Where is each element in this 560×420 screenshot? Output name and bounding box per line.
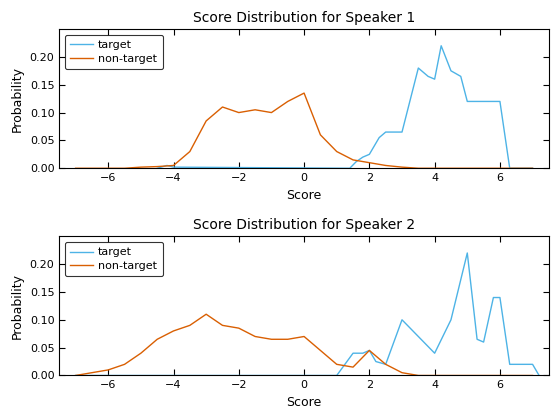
target — [382, 129, 389, 134]
non-target — [366, 160, 373, 165]
non-target — [301, 334, 307, 339]
target — [438, 43, 445, 48]
non-target — [170, 163, 177, 168]
non-target — [252, 107, 259, 112]
Line: target: target — [76, 253, 539, 375]
X-axis label: Score: Score — [287, 189, 321, 202]
target — [415, 66, 422, 71]
non-target — [301, 91, 307, 96]
non-target — [382, 362, 389, 367]
non-target — [121, 362, 128, 367]
target — [529, 362, 536, 367]
target — [376, 135, 382, 140]
non-target — [284, 99, 291, 104]
non-target — [105, 368, 111, 373]
non-target — [415, 166, 422, 171]
non-target — [317, 132, 324, 137]
Y-axis label: Probability: Probability — [11, 66, 24, 131]
target — [480, 99, 487, 104]
target — [431, 76, 438, 81]
non-target — [349, 158, 356, 163]
non-target — [219, 105, 226, 110]
non-target — [349, 365, 356, 370]
target — [399, 129, 405, 134]
non-target — [186, 149, 193, 154]
target — [170, 165, 177, 170]
target — [506, 166, 513, 171]
target — [360, 351, 366, 356]
non-target — [529, 166, 536, 171]
non-target — [121, 166, 128, 171]
non-target — [235, 326, 242, 331]
Legend: target, non-target: target, non-target — [65, 242, 163, 276]
non-target — [138, 165, 144, 170]
non-target — [529, 373, 536, 378]
target — [464, 250, 470, 255]
target — [513, 362, 520, 367]
non-target — [252, 334, 259, 339]
non-target — [268, 337, 275, 342]
non-target — [399, 165, 405, 170]
non-target — [415, 373, 422, 378]
target — [506, 362, 513, 367]
non-target — [186, 323, 193, 328]
target — [480, 339, 487, 344]
non-target — [399, 370, 405, 375]
target — [164, 163, 170, 168]
target — [497, 295, 503, 300]
Line: non-target: non-target — [76, 314, 533, 375]
target — [72, 373, 79, 378]
target — [382, 362, 389, 367]
target — [372, 359, 379, 364]
target — [520, 166, 526, 171]
target — [424, 74, 431, 79]
target — [447, 68, 454, 74]
target — [366, 152, 373, 157]
non-target — [154, 337, 161, 342]
target — [399, 317, 405, 322]
non-target — [317, 348, 324, 353]
non-target — [333, 362, 340, 367]
target — [464, 99, 470, 104]
non-target — [235, 110, 242, 115]
target — [490, 295, 497, 300]
target — [333, 373, 340, 378]
non-target — [170, 328, 177, 333]
target — [353, 159, 360, 164]
non-target — [268, 110, 275, 115]
target — [474, 337, 480, 342]
non-target — [203, 312, 209, 317]
non-target — [72, 373, 79, 378]
non-target — [366, 348, 373, 353]
non-target — [154, 164, 161, 169]
target — [154, 166, 161, 171]
target — [513, 166, 520, 171]
Legend: target, non-target: target, non-target — [65, 34, 163, 69]
target — [536, 373, 543, 378]
non-target — [219, 323, 226, 328]
target — [347, 166, 353, 171]
Title: Score Distribution for Speaker 1: Score Distribution for Speaker 1 — [193, 11, 415, 25]
non-target — [284, 337, 291, 342]
non-target — [138, 351, 144, 356]
non-target — [333, 149, 340, 154]
non-target — [382, 163, 389, 168]
target — [349, 351, 356, 356]
target — [447, 317, 454, 322]
Line: target: target — [157, 46, 533, 168]
X-axis label: Score: Score — [287, 396, 321, 409]
target — [529, 166, 536, 171]
non-target — [203, 118, 209, 123]
Y-axis label: Probability: Probability — [11, 273, 24, 339]
target — [415, 334, 422, 339]
non-target — [88, 370, 95, 375]
target — [497, 99, 503, 104]
Title: Score Distribution for Speaker 2: Score Distribution for Speaker 2 — [193, 218, 415, 232]
Line: non-target: non-target — [76, 93, 533, 168]
target — [458, 74, 464, 79]
target — [360, 155, 366, 160]
target — [431, 351, 438, 356]
non-target — [72, 166, 79, 171]
target — [366, 348, 373, 353]
